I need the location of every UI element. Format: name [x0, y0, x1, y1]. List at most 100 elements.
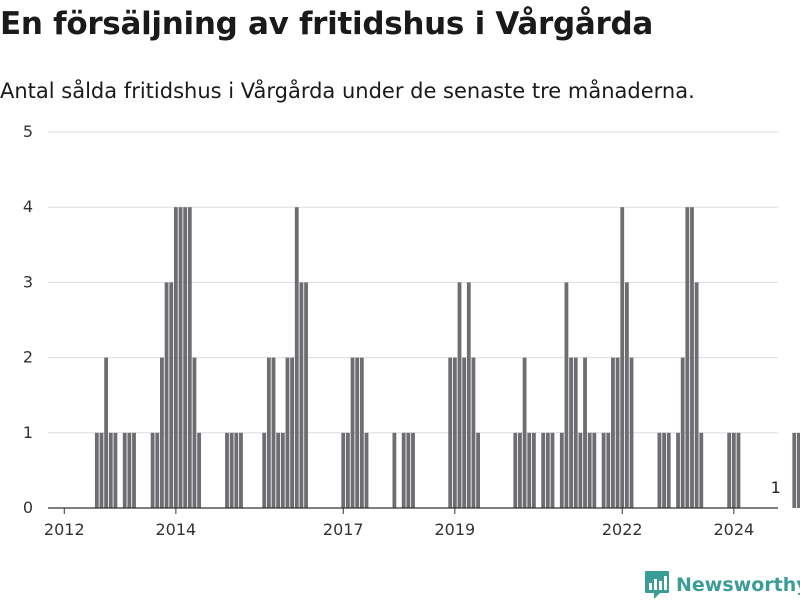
bar: [541, 432, 546, 508]
bar: [518, 432, 522, 508]
y-tick-label: 0: [23, 498, 33, 517]
bar: [192, 357, 197, 508]
bar: [513, 432, 518, 508]
bar: [239, 432, 243, 508]
bar: [355, 357, 360, 508]
bar: [127, 432, 132, 508]
bar: [266, 357, 271, 508]
bar: [615, 357, 620, 508]
bar: [573, 357, 578, 508]
bar: [346, 432, 350, 508]
bar: [457, 282, 462, 508]
bar: [662, 432, 666, 508]
bar: [364, 432, 369, 508]
bar: [155, 432, 160, 508]
page-subtitle: Antal sålda fritidshus i Vårgårda under …: [0, 79, 695, 103]
y-tick-label: 1: [23, 423, 33, 442]
brand-name: Newsworthy: [676, 574, 800, 596]
bar: [359, 357, 364, 508]
bar: [225, 432, 229, 508]
y-tick-label: 5: [23, 122, 33, 141]
bar: [569, 357, 573, 508]
x-tick-label: 2017: [323, 520, 364, 539]
bars: [94, 207, 800, 508]
bar: [304, 282, 308, 508]
bar: [601, 432, 606, 508]
bar: [406, 432, 411, 508]
bar: [197, 432, 202, 508]
bar: [620, 207, 625, 508]
bar: [262, 432, 267, 508]
bar: [392, 432, 397, 508]
bar: [150, 432, 155, 508]
bar: [629, 357, 634, 508]
x-tick-label: 2014: [156, 520, 197, 539]
bar: [797, 432, 800, 508]
x-tick-label: 2024: [713, 520, 754, 539]
bar: [522, 357, 527, 508]
bar: [173, 207, 178, 508]
bar: [411, 432, 415, 508]
bar: [271, 357, 276, 508]
bar: [564, 282, 569, 508]
bar: [169, 282, 174, 508]
bar: [531, 432, 536, 508]
bar: [606, 432, 611, 508]
bar: [462, 357, 467, 508]
bar: [341, 432, 346, 508]
bar: [178, 207, 183, 508]
bar: [690, 207, 694, 508]
bar: [104, 357, 109, 508]
bar: [350, 357, 355, 508]
newsworthy-logo-icon: [645, 571, 669, 599]
bar: [164, 282, 169, 508]
bar: [294, 207, 299, 508]
bar-chart: 0 1 2 3 4 5 2012 2014 2017 2019 2022 2024 1: [23, 122, 800, 539]
page-title: En försäljning av fritidshus i Vårgårda: [0, 6, 653, 42]
x-tick-label: 2019: [434, 520, 475, 539]
bar: [559, 432, 564, 508]
bar: [727, 432, 732, 508]
bar: [676, 432, 680, 508]
bar: [583, 357, 587, 508]
data-labels: 1: [769, 477, 782, 499]
bar: [624, 282, 629, 508]
bar: [736, 432, 741, 508]
bar: [299, 282, 304, 508]
bar: [187, 207, 192, 508]
bar: [132, 432, 136, 508]
bar: [452, 357, 457, 508]
x-tick-label: 2012: [44, 520, 85, 539]
bar: [183, 207, 188, 508]
data-label: 1: [771, 478, 781, 497]
bar: [550, 432, 555, 508]
y-tick-label: 3: [23, 272, 33, 291]
grid-lines: [48, 131, 778, 434]
bar: [592, 432, 597, 508]
bar: [234, 432, 239, 508]
bar: [285, 357, 290, 508]
bar: [699, 432, 704, 508]
x-tick-label: 2022: [602, 520, 643, 539]
bar: [94, 432, 99, 508]
y-tick-label: 2: [23, 348, 33, 367]
bar: [680, 357, 685, 508]
bar: [666, 432, 671, 508]
bar: [578, 432, 583, 508]
bar: [276, 432, 281, 508]
newsworthy-logo: Newsworthy: [644, 570, 800, 600]
bar: [122, 432, 127, 508]
bar: [657, 432, 662, 508]
bar: [471, 357, 476, 508]
bar: [229, 432, 234, 508]
bar: [401, 432, 406, 508]
bar: [448, 357, 453, 508]
bar: [466, 282, 471, 508]
bar: [280, 432, 285, 508]
bar: [545, 432, 550, 508]
bar: [290, 357, 295, 508]
axes: 0 1 2 3 4 5 2012 2014 2017 2019 2022 2024: [23, 122, 778, 539]
bar: [731, 432, 736, 508]
bar: [611, 357, 615, 508]
bar: [694, 282, 699, 508]
